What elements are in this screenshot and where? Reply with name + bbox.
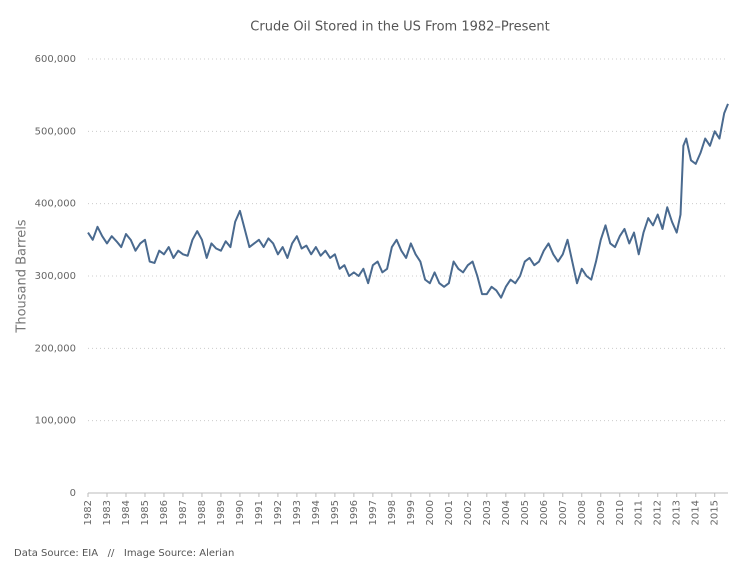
x-tick-label: 2001 — [444, 500, 455, 525]
x-tick-label: 2013 — [672, 500, 683, 525]
x-tick-label: 2012 — [653, 500, 664, 525]
y-tick-label: 600,000 — [35, 54, 76, 65]
y-tick-label: 100,000 — [35, 416, 76, 427]
x-tick-label: 2008 — [577, 500, 588, 525]
x-tick-label: 2011 — [634, 500, 645, 525]
x-tick-label: 1992 — [273, 500, 284, 525]
y-tick-label: 500,000 — [35, 126, 76, 137]
x-tick-label: 1983 — [102, 500, 113, 525]
x-tick-label: 2010 — [615, 500, 626, 525]
x-tick-label: 1995 — [330, 500, 341, 525]
x-tick-label: 1998 — [387, 500, 398, 525]
y-tick-label: 300,000 — [35, 271, 76, 282]
y-tick-label: 400,000 — [35, 199, 76, 210]
chart-title: Crude Oil Stored in the US From 1982–Pre… — [250, 20, 549, 35]
x-tick-label: 2006 — [539, 500, 550, 525]
x-tick-label: 1994 — [311, 500, 322, 525]
y-tick-label: 200,000 — [35, 343, 76, 354]
x-tick-label: 2009 — [596, 500, 607, 525]
x-tick-label: 2005 — [520, 500, 531, 525]
x-tick-label: 1987 — [178, 500, 189, 525]
x-tick-label: 2002 — [463, 500, 474, 525]
x-tick-label: 1985 — [140, 500, 151, 525]
x-tick-label: 2000 — [425, 500, 436, 525]
data-line — [87, 103, 729, 299]
x-tick-label: 1984 — [121, 500, 132, 525]
x-tick-label: 1991 — [254, 500, 265, 525]
x-tick-label: 2004 — [501, 500, 512, 525]
y-tick-label: 0 — [70, 488, 76, 499]
x-tick-label: 1997 — [368, 500, 379, 525]
x-tick-label: 2003 — [482, 500, 493, 525]
source-note: Data Source: EIA // Image Source: Aleria… — [14, 548, 234, 559]
y-axis-label: Thousand Barrels — [15, 219, 30, 333]
x-tick-label: 1989 — [216, 500, 227, 525]
x-tick-label: 1986 — [159, 500, 170, 525]
x-tick-label: 1982 — [83, 500, 94, 525]
x-tick-label: 1993 — [292, 500, 303, 525]
x-tick-label: 2015 — [710, 500, 721, 525]
x-tick-label: 1999 — [406, 500, 417, 525]
x-tick-label: 1990 — [235, 500, 246, 525]
x-tick-label: 2007 — [558, 500, 569, 525]
x-tick-label: 1996 — [349, 500, 360, 525]
x-tick-label: 2014 — [691, 500, 702, 525]
x-tick-label: 1988 — [197, 500, 208, 525]
